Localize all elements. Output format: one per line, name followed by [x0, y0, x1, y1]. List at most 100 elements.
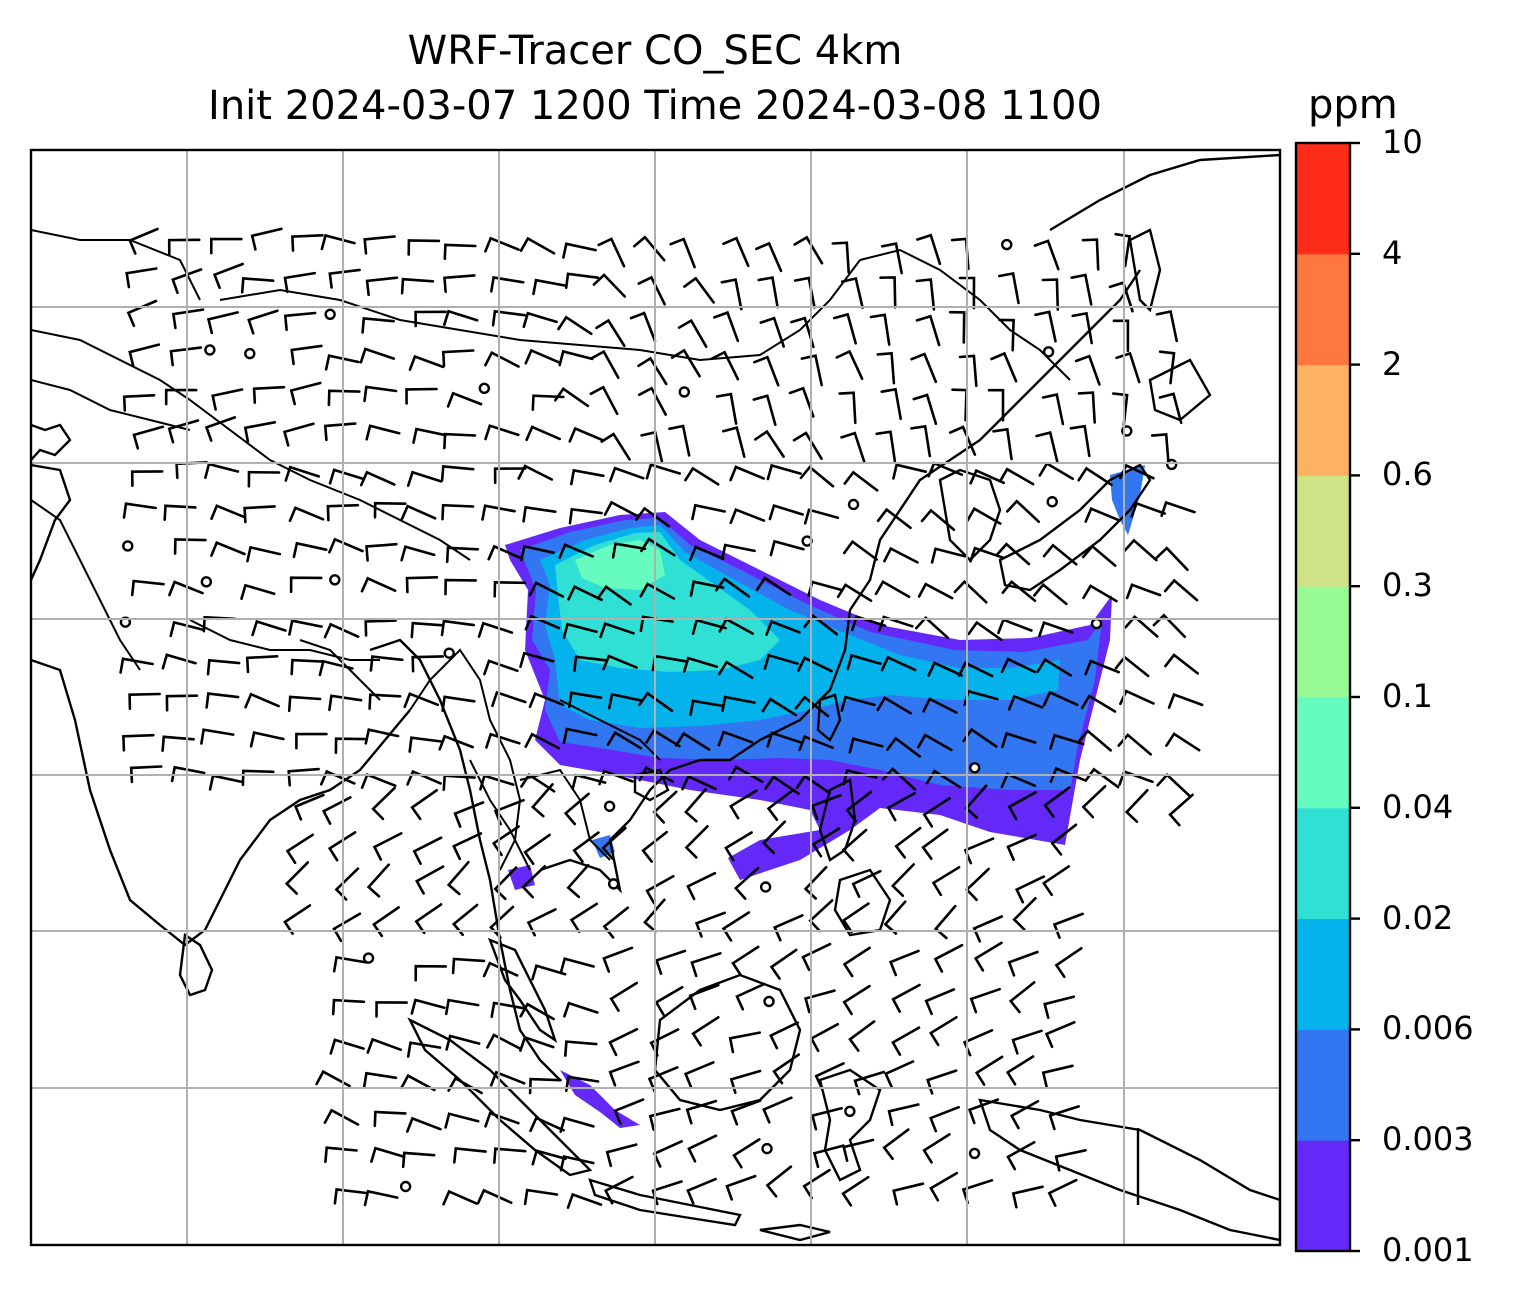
wind-barb — [290, 658, 324, 676]
wind-barb — [333, 1187, 368, 1205]
wind-barb — [406, 1041, 442, 1058]
wind-barb — [843, 470, 879, 492]
wind-barb — [212, 262, 244, 290]
wind-barb — [677, 318, 708, 348]
wind-barb — [728, 1031, 761, 1054]
wind-barb — [247, 470, 281, 488]
wind-barb — [440, 619, 475, 637]
border-central-asia — [31, 329, 191, 401]
wind-barb — [531, 964, 567, 981]
wind-barb — [363, 385, 398, 403]
wind-barb — [128, 227, 159, 255]
arabian-coast — [31, 423, 72, 461]
wind-barb — [566, 1192, 603, 1209]
wind-barb — [637, 386, 667, 416]
wind-barb — [637, 356, 668, 386]
wind-barb — [487, 544, 524, 561]
colorbar-segment — [1296, 253, 1350, 366]
wind-barb — [559, 1154, 595, 1172]
wind-barb — [408, 354, 445, 371]
calm-marker — [1165, 458, 1178, 471]
wind-barb — [602, 654, 638, 671]
wind-barb — [566, 863, 590, 899]
wind-barb — [441, 695, 476, 712]
japan-honshu — [998, 463, 1152, 592]
wind-barb — [401, 1151, 436, 1169]
wind-barb — [524, 348, 561, 365]
wind-barb — [562, 242, 597, 259]
wind-barb — [878, 615, 914, 632]
wind-barb — [365, 542, 398, 562]
wind-barb — [1043, 995, 1076, 1019]
wind-barb — [910, 424, 932, 458]
wind-barb — [408, 736, 443, 753]
calm-marker — [244, 347, 256, 360]
wind-barb — [765, 619, 801, 636]
wind-barb — [689, 580, 725, 597]
wind-barb — [963, 837, 995, 865]
wind-barb — [1048, 1105, 1080, 1131]
wind-barb — [926, 1069, 958, 1095]
coastlines — [31, 153, 1280, 1242]
wind-barb — [400, 277, 435, 295]
wind-barb — [445, 546, 480, 564]
wind-barb — [840, 276, 864, 309]
wind-barb — [210, 504, 246, 520]
wind-barb — [519, 236, 556, 255]
wind-barb — [169, 346, 203, 367]
borneo — [653, 973, 802, 1112]
wind-barb — [567, 584, 603, 602]
wind-barb — [599, 622, 635, 639]
wind-barb — [721, 543, 756, 560]
colorbar-tick-label: 0.3 — [1382, 566, 1433, 605]
wind-barb — [596, 584, 632, 606]
wind-barb — [250, 227, 283, 251]
wind-barb — [288, 506, 325, 522]
wind-barb — [724, 831, 753, 862]
wind-barb — [846, 653, 882, 671]
calm-wind-markers — [119, 238, 1178, 1193]
wind-barb — [769, 948, 798, 980]
wind-barb — [1081, 238, 1100, 271]
wind-barb — [163, 504, 197, 521]
wind-barb — [493, 467, 527, 484]
wind-barb — [1164, 653, 1199, 675]
wind-barb — [206, 658, 241, 676]
wind-barb — [175, 461, 208, 480]
wind-barb — [1001, 731, 1037, 749]
wind-barb — [682, 656, 719, 673]
wind-barb — [173, 538, 207, 555]
wind-barb — [948, 425, 977, 456]
wind-barb — [1050, 823, 1078, 856]
wind-barb — [1081, 785, 1107, 819]
wind-barb — [1052, 912, 1084, 939]
wind-barb — [249, 731, 285, 748]
timor — [759, 1223, 831, 1242]
calm-marker — [1090, 617, 1103, 630]
wind-barb — [639, 582, 676, 600]
wind-barb — [490, 1001, 525, 1019]
wind-barb — [205, 692, 240, 709]
wind-barb — [589, 385, 619, 416]
colorbar-tick-label: 0.006 — [1382, 1009, 1474, 1048]
wind-barb — [327, 389, 361, 407]
wind-barb — [490, 276, 525, 293]
wind-barb — [720, 278, 743, 311]
wind-barb — [442, 1189, 478, 1206]
wind-barb — [933, 904, 957, 940]
wind-barb — [324, 1146, 358, 1163]
wind-barb — [802, 1168, 831, 1200]
wind-barb — [484, 424, 520, 441]
wind-barb — [366, 863, 390, 898]
wind-barb — [841, 902, 870, 934]
wind-barb — [1084, 659, 1120, 676]
wind-barb — [811, 827, 841, 858]
wind-barb — [529, 1116, 565, 1133]
wind-barb — [364, 619, 397, 637]
wind-barb — [167, 238, 201, 256]
wind-barb — [489, 905, 515, 939]
wind-barb — [570, 468, 605, 486]
wind-barb — [1012, 897, 1037, 931]
plume-level-0.04 — [575, 540, 665, 590]
wind-barb — [122, 502, 157, 519]
